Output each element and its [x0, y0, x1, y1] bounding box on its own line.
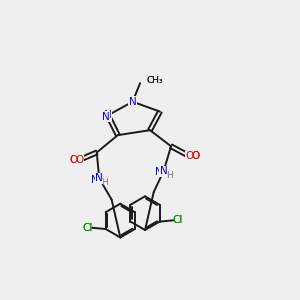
- Text: O: O: [69, 155, 77, 165]
- Text: N: N: [95, 173, 103, 184]
- Text: N: N: [101, 112, 109, 122]
- Text: N: N: [91, 175, 99, 185]
- Text: N: N: [129, 97, 136, 107]
- Text: Cl: Cl: [172, 215, 183, 225]
- Text: CH₃: CH₃: [146, 76, 163, 85]
- Text: H: H: [166, 171, 172, 180]
- Text: O: O: [69, 155, 77, 165]
- Text: O: O: [192, 151, 200, 161]
- Text: H: H: [166, 171, 172, 180]
- Text: Cl: Cl: [172, 215, 183, 225]
- Text: O: O: [75, 155, 83, 165]
- Text: H: H: [101, 178, 108, 188]
- Text: H: H: [101, 178, 108, 188]
- Text: N: N: [155, 167, 163, 177]
- Text: N: N: [101, 112, 109, 122]
- Text: N: N: [104, 110, 112, 120]
- Text: CH₃: CH₃: [146, 76, 163, 85]
- Text: Cl: Cl: [82, 223, 93, 233]
- Text: N: N: [160, 166, 167, 176]
- Text: N: N: [129, 97, 136, 107]
- Text: N: N: [129, 97, 136, 107]
- Text: O: O: [185, 151, 194, 161]
- Text: Cl: Cl: [82, 223, 93, 233]
- Text: O: O: [192, 151, 200, 161]
